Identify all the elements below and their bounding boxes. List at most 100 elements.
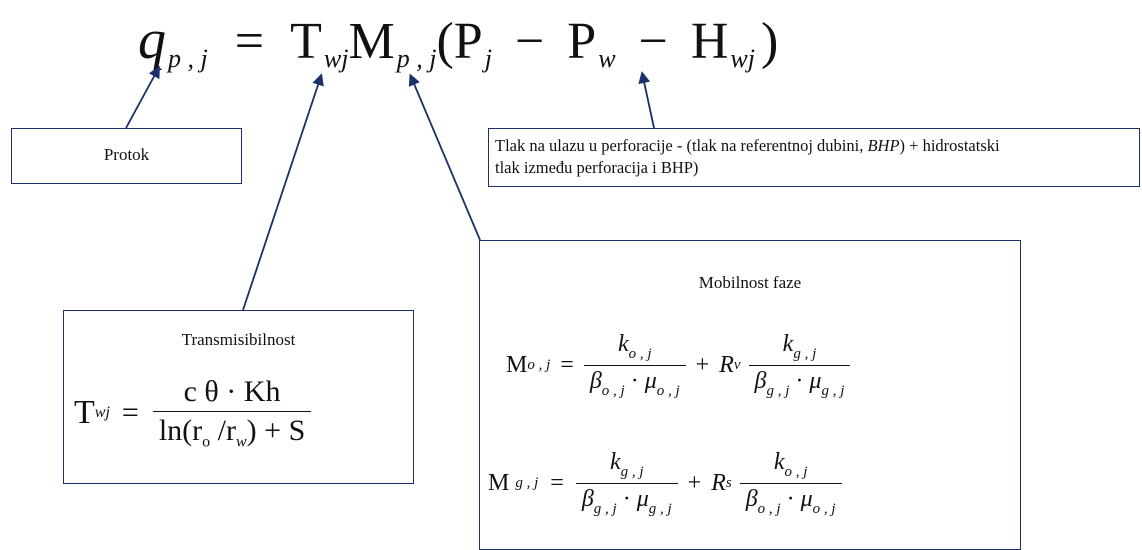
mo-num2-sub: g , j: [793, 345, 817, 362]
transmissibility-subscript: wj: [323, 44, 349, 74]
mo-den1-beta-sub: o , j: [601, 382, 625, 399]
protok-label: Protok: [103, 145, 150, 164]
mo-den2-mu-sub: g , j: [821, 382, 845, 399]
flow-symbol: q: [138, 9, 166, 71]
mobility-symbol: M: [348, 13, 395, 70]
pressure-j-symbol: P: [453, 13, 483, 70]
mo-den2: βg , j · μg , j: [749, 366, 851, 400]
mg-bar1: [575, 482, 678, 484]
mo-rv-sub: v: [733, 356, 741, 373]
mg-den1-beta: β: [581, 485, 594, 512]
mg-den1: βg , j · μg , j: [576, 484, 678, 518]
tw-den-a: ln(r: [158, 414, 203, 447]
mg-num1-sub: g , j: [620, 463, 644, 480]
tw-subscript: wj: [94, 404, 110, 422]
hydrostatic-symbol: H: [690, 13, 729, 70]
mo-num1-k: k: [617, 331, 629, 357]
mo-subscript: o , j: [527, 356, 551, 373]
protok-box: Protok: [11, 128, 242, 184]
mo-num2: kg , j: [777, 331, 823, 365]
mg-rs: R: [711, 469, 726, 496]
mg-den2-dot: ·: [786, 485, 795, 512]
pressure-j-subscript: j: [484, 44, 492, 74]
tlak-line1-a: Tlak na ulazu u perforacije - (tlak na r…: [495, 136, 868, 155]
mo-den2-beta-sub: g , j: [766, 382, 790, 399]
mobilnost-title: Mobilnost faze: [698, 273, 802, 292]
mo-den2-beta: β: [754, 367, 767, 394]
tw-symbol: T: [74, 394, 95, 432]
mo-bar2: [748, 364, 851, 366]
arrow-to-mobility: [408, 73, 481, 241]
minus-sign-1: −: [514, 13, 545, 70]
arrow-to-transmissibility: [242, 73, 324, 311]
mo-den2-dot: ·: [795, 367, 804, 394]
mg-num2-k: k: [773, 449, 785, 475]
pressure-w-subscript: w: [598, 44, 616, 74]
mg-den2-mu-sub: o , j: [812, 500, 836, 517]
right-paren: ): [761, 13, 779, 70]
equals-sign: =: [234, 13, 265, 70]
mg-plus: +: [687, 469, 702, 496]
tlak-line1-b: ) + hidrostatski: [899, 136, 1000, 155]
left-paren: (: [436, 13, 454, 70]
mo-symbol: M: [506, 351, 528, 378]
mg-den1-beta-sub: g , j: [593, 500, 617, 517]
pressure-w-symbol: P: [567, 13, 597, 70]
mo-den1-dot: ·: [630, 367, 639, 394]
mg-symbol: M: [488, 469, 510, 496]
transmisibilnost-title: Transmisibilnost: [181, 330, 296, 349]
mg-num1-k: k: [609, 449, 621, 475]
mg-den1-mu: μ: [636, 485, 649, 512]
mo-num1: ko , j: [612, 331, 658, 365]
mo-equals: =: [560, 351, 574, 378]
mo-den1-mu-sub: o , j: [656, 382, 680, 399]
tw-den-sub-w: w: [235, 433, 247, 451]
tw-numerator: c θ · Kh: [183, 375, 281, 408]
tlak-box: Tlak na ulazu u perforacije - (tlak na r…: [488, 128, 1140, 187]
tw-fraction-bar: [152, 411, 312, 412]
mg-num1: kg , j: [604, 449, 650, 483]
mg-den1-dot: ·: [622, 485, 631, 512]
mg-equals: =: [550, 469, 564, 496]
tlak-text: Tlak na ulazu u perforacije - (tlak na r…: [495, 135, 1000, 179]
mg-den1-mu-sub: g , j: [648, 500, 672, 517]
mg-den2-mu: μ: [800, 485, 813, 512]
minus-sign-2: −: [638, 13, 668, 70]
tw-equals: =: [121, 396, 139, 430]
mo-num2-k: k: [782, 331, 794, 357]
tlak-line2: tlak između perforacija i BHP): [495, 158, 699, 177]
mo-fraction-1: ko , j βo , j · μo , j: [583, 331, 686, 400]
mg-fraction-2: ko , j βo , j · μo , j: [739, 449, 842, 518]
tw-den-slash: /r: [210, 414, 236, 447]
transmissibility-symbol: T: [290, 13, 322, 70]
mo-den1-mu: μ: [644, 367, 657, 394]
tw-fraction: c θ · Kh ln(ro /rw) + S: [152, 375, 312, 451]
tw-den-sub-o: o: [202, 433, 211, 451]
mo-den1-beta: β: [589, 367, 602, 394]
tw-den-b: ) + S: [246, 414, 306, 447]
flow-subscript: p , j: [168, 44, 208, 74]
mo-den2-mu: μ: [809, 367, 822, 394]
mg-rs-sub: s: [725, 474, 732, 491]
tw-denominator: ln(ro /rw) + S: [153, 412, 311, 451]
mo-den1: βo , j · μo , j: [584, 366, 686, 400]
mg-fraction-1: kg , j βg , j · μg , j: [575, 449, 678, 518]
mg-subscript: g , j: [515, 474, 539, 491]
mg-num2-sub: o , j: [784, 463, 808, 480]
mo-num1-sub: o , j: [628, 345, 652, 362]
tlak-line1-italic: BHP: [867, 136, 900, 155]
mg-den2-beta: β: [745, 485, 758, 512]
mo-fraction-2: kg , j βg , j · μg , j: [748, 331, 851, 400]
mg-bar2: [739, 482, 842, 484]
mg-den2: βo , j · μo , j: [740, 484, 842, 518]
mo-rv: R: [719, 351, 734, 378]
mo-plus: +: [695, 351, 710, 378]
arrow-to-pressure: [638, 71, 655, 129]
mg-den2-beta-sub: o , j: [757, 500, 781, 517]
mobility-subscript: p , j: [396, 44, 437, 74]
